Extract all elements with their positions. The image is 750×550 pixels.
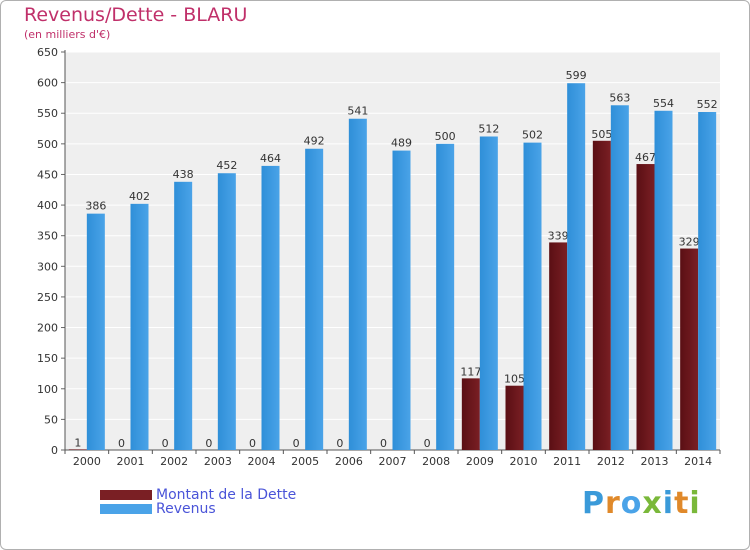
x-tick-label: 2008: [422, 455, 450, 468]
y-tick-label: 450: [37, 168, 58, 181]
data-label-debt: 0: [424, 437, 431, 450]
bar-revenue: [654, 110, 673, 450]
data-label-debt: 0: [380, 437, 387, 450]
x-tick-label: 2011: [553, 455, 581, 468]
bar-revenue: [261, 165, 280, 451]
y-tick-label: 500: [37, 138, 58, 151]
data-label-revenue: 500: [435, 130, 456, 143]
y-tick-label: 650: [37, 46, 58, 59]
data-label-revenue: 464: [260, 152, 281, 165]
x-tick-label: 2001: [117, 455, 145, 468]
bar-debt: [68, 449, 87, 450]
x-tick-label: 2009: [466, 455, 494, 468]
data-label-debt: 0: [162, 437, 169, 450]
legend-item-revenue: Revenus: [100, 501, 216, 517]
brand-logo: Proxiti: [582, 486, 701, 521]
y-tick-label: 550: [37, 107, 58, 120]
bar-debt: [680, 248, 699, 450]
chart-title: Revenus/Dette - BLARU: [24, 4, 248, 26]
y-tick-label: 400: [37, 199, 58, 212]
bar-revenue: [567, 83, 586, 450]
data-label-debt: 0: [118, 437, 125, 450]
y-tick-label: 0: [51, 444, 58, 457]
bar-revenue: [305, 148, 324, 450]
data-label-revenue: 563: [609, 91, 630, 104]
data-label-debt: 105: [504, 373, 525, 386]
y-tick-label: 50: [44, 413, 58, 426]
x-tick-label: 2014: [684, 455, 712, 468]
data-label-revenue: 512: [478, 122, 499, 135]
data-label-revenue: 502: [522, 129, 543, 142]
data-label-revenue: 492: [304, 135, 325, 148]
data-label-debt: 0: [336, 437, 343, 450]
x-tick-label: 2004: [248, 455, 276, 468]
chart-subtitle: (en milliers d'€): [24, 28, 111, 41]
bar-revenue: [174, 181, 193, 450]
x-tick-label: 2010: [510, 455, 538, 468]
data-label-debt: 467: [635, 151, 656, 164]
y-tick-label: 100: [37, 383, 58, 396]
data-label-revenue: 554: [653, 97, 674, 110]
brand-letter: t: [674, 486, 690, 521]
brand-letter: o: [620, 486, 643, 521]
bar-debt: [461, 378, 480, 450]
x-tick-label: 2005: [291, 455, 319, 468]
bar-revenue: [523, 142, 542, 451]
data-label-revenue: 599: [566, 69, 587, 82]
data-label-revenue: 541: [347, 105, 368, 118]
y-tick-label: 200: [37, 322, 58, 335]
legend-swatch-debt: [100, 490, 152, 500]
bar-revenue: [392, 150, 411, 450]
y-tick-label: 350: [37, 230, 58, 243]
data-label-debt: 329: [679, 236, 700, 249]
bar-revenue: [130, 203, 149, 450]
bar-debt: [592, 140, 611, 451]
data-label-debt: 0: [249, 437, 256, 450]
brand-letter: x: [642, 486, 663, 521]
data-label-revenue: 489: [391, 137, 412, 150]
y-tick-label: 300: [37, 260, 58, 273]
data-label-debt: 117: [460, 365, 481, 378]
data-label-revenue: 452: [216, 159, 237, 172]
bar-revenue: [348, 118, 367, 450]
x-tick-label: 2000: [73, 455, 101, 468]
bar-revenue: [436, 143, 455, 450]
brand-letter: r: [605, 486, 621, 521]
bar-revenue: [479, 136, 498, 450]
y-tick-label: 600: [37, 77, 58, 90]
data-label-revenue: 402: [129, 190, 150, 203]
data-label-revenue: 438: [173, 168, 194, 181]
y-tick-label: 150: [37, 352, 58, 365]
brand-letter: i: [689, 486, 701, 521]
legend-item-debt: Montant de la Dette: [100, 487, 296, 503]
x-tick-label: 2006: [335, 455, 363, 468]
legend-label-debt: Montant de la Dette: [156, 487, 297, 503]
x-tick-label: 2002: [160, 455, 188, 468]
bar-revenue: [698, 112, 717, 450]
brand-letter: P: [582, 486, 605, 521]
legend-label-revenue: Revenus: [156, 501, 216, 517]
bar-debt: [505, 385, 524, 450]
data-label-debt: 1: [74, 436, 81, 449]
y-tick-label: 250: [37, 291, 58, 304]
bar-revenue: [610, 105, 629, 451]
data-label-debt: 0: [293, 437, 300, 450]
data-label-revenue: 552: [697, 98, 718, 111]
data-label-revenue: 386: [85, 200, 106, 213]
x-tick-label: 2003: [204, 455, 232, 468]
bar-debt: [636, 164, 655, 450]
brand-letter: i: [662, 486, 675, 521]
legend-swatch-revenue: [100, 504, 152, 514]
bar-revenue: [86, 213, 105, 450]
data-label-debt: 505: [591, 128, 612, 141]
x-tick-label: 2012: [597, 455, 625, 468]
bar-revenue: [217, 173, 236, 450]
bar-debt: [549, 242, 568, 450]
x-tick-label: 2007: [379, 455, 407, 468]
x-tick-label: 2013: [641, 455, 669, 468]
data-label-debt: 339: [548, 229, 569, 242]
data-label-debt: 0: [205, 437, 212, 450]
